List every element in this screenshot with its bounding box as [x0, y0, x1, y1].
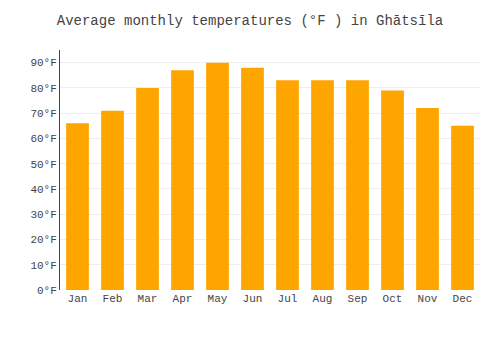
svg-text:60°F: 60°F — [30, 133, 56, 145]
svg-text:40°F: 40°F — [30, 184, 56, 196]
svg-text:May: May — [208, 293, 228, 305]
svg-text:Jun: Jun — [243, 293, 263, 305]
svg-text:Average monthly temperatures (: Average monthly temperatures (°F ) in Gh… — [57, 13, 443, 29]
svg-text:Feb: Feb — [103, 293, 123, 305]
svg-text:Nov: Nov — [418, 293, 438, 305]
svg-text:80°F: 80°F — [30, 83, 56, 95]
svg-text:Oct: Oct — [383, 293, 403, 305]
svg-text:Jan: Jan — [68, 293, 88, 305]
svg-text:Mar: Mar — [138, 293, 158, 305]
svg-text:Sep: Sep — [348, 293, 368, 305]
svg-text:Aug: Aug — [313, 293, 333, 305]
svg-text:0°F: 0°F — [37, 285, 57, 297]
svg-text:Jul: Jul — [278, 293, 298, 305]
svg-text:90°F: 90°F — [30, 57, 56, 69]
svg-text:10°F: 10°F — [30, 260, 56, 272]
svg-text:Dec: Dec — [453, 293, 473, 305]
svg-text:20°F: 20°F — [30, 234, 56, 246]
svg-text:70°F: 70°F — [30, 108, 56, 120]
svg-text:30°F: 30°F — [30, 209, 56, 221]
svg-text:Apr: Apr — [173, 293, 193, 305]
svg-text:50°F: 50°F — [30, 159, 56, 171]
